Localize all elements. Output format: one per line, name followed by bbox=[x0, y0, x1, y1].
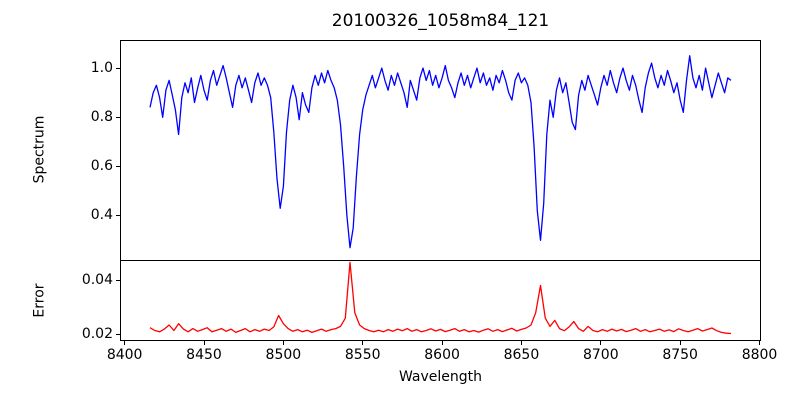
x-tick-mark bbox=[282, 341, 284, 345]
x-tick-label: 8750 bbox=[662, 347, 698, 363]
x-tick-label: 8650 bbox=[503, 347, 540, 363]
x-axis-label: Wavelength bbox=[398, 369, 483, 385]
y-tick-label: 0.4 bbox=[90, 207, 113, 224]
x-tick-label: 8400 bbox=[106, 347, 143, 363]
x-tick-mark bbox=[203, 341, 205, 345]
x-tick-mark bbox=[362, 341, 364, 345]
y-tick-mark bbox=[116, 116, 120, 118]
y-tick-mark bbox=[116, 279, 120, 281]
x-tick-mark bbox=[679, 341, 681, 345]
x-tick-label: 8450 bbox=[186, 347, 222, 363]
error-plot-svg bbox=[149, 261, 732, 335]
x-tick-mark bbox=[124, 341, 126, 345]
y-tick-label: 1.0 bbox=[90, 59, 113, 76]
x-tick-label: 8500 bbox=[265, 347, 302, 363]
error-axes: 0.02 0.04 8400 8450 8500 8550 8600 8650 8700 8750… bbox=[82, 260, 777, 363]
y-tick-label: 0.02 bbox=[81, 326, 113, 343]
x-tick-mark bbox=[759, 341, 761, 345]
y-tick-mark bbox=[116, 215, 120, 217]
x-tick-mark bbox=[600, 341, 602, 345]
x-tick-mark bbox=[520, 341, 522, 345]
y-tick-label: 0.04 bbox=[81, 271, 113, 288]
plot-title: 20100326_1058m84_121 bbox=[331, 11, 550, 31]
y-tick-label: 0.8 bbox=[90, 108, 113, 125]
y-axis-label-error: Error bbox=[31, 283, 48, 318]
spectrum-line bbox=[149, 55, 732, 249]
y-tick-mark bbox=[116, 67, 120, 69]
error-line bbox=[149, 261, 732, 335]
x-tick-label: 8800 bbox=[741, 347, 778, 363]
y-tick-mark bbox=[116, 165, 120, 167]
x-tick-mark bbox=[441, 341, 443, 345]
y-tick-mark bbox=[116, 334, 120, 336]
spectrum-axes: 0.4 0.6 0.8 1.0 bbox=[91, 40, 761, 261]
x-tick-label: 8550 bbox=[344, 347, 381, 363]
y-axis-label-spectrum: Spectrum bbox=[31, 115, 48, 184]
x-tick-label: 8700 bbox=[582, 347, 619, 363]
spectrum-plot-svg bbox=[149, 55, 732, 249]
x-tick-label: 8600 bbox=[424, 347, 460, 363]
y-tick-label: 0.6 bbox=[90, 157, 113, 174]
